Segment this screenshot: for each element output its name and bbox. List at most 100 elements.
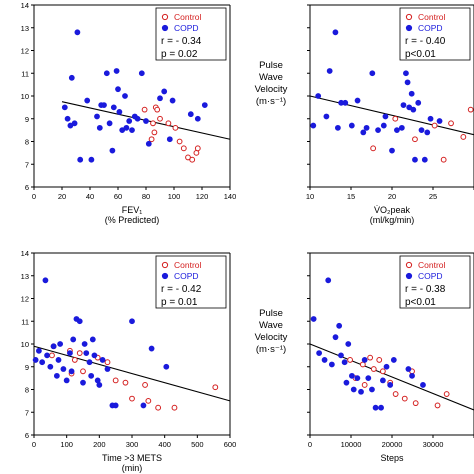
x-tick-label: 20000 bbox=[382, 440, 403, 449]
copd-point bbox=[36, 347, 42, 354]
y-tick-label: 6 bbox=[25, 431, 29, 440]
copd-point bbox=[115, 86, 121, 93]
copd-point bbox=[436, 118, 443, 124]
copd-point bbox=[380, 122, 387, 129]
copd-point bbox=[341, 359, 348, 366]
copd-point bbox=[421, 156, 428, 163]
copd-point bbox=[332, 334, 339, 341]
control-point bbox=[361, 382, 368, 388]
copd-point bbox=[382, 113, 389, 120]
copd-point bbox=[420, 382, 426, 388]
copd-point bbox=[55, 357, 62, 363]
control-point bbox=[412, 136, 418, 143]
y-tick-label: 8 bbox=[25, 386, 29, 395]
x-tick-label: 0 bbox=[32, 440, 36, 449]
trend-line bbox=[309, 95, 474, 136]
y-tick-label: 11 bbox=[21, 69, 29, 78]
control-point bbox=[434, 402, 441, 409]
copd-point bbox=[129, 127, 135, 134]
pwv-axis-label: Pulse Wave Velocity (m·s⁻¹) bbox=[255, 308, 288, 355]
copd-point bbox=[68, 74, 75, 81]
copd-point bbox=[64, 115, 71, 122]
y-tick-label: 7 bbox=[25, 408, 29, 417]
legend-control-marker bbox=[405, 261, 413, 269]
copd-point bbox=[427, 115, 434, 122]
x-tick-label: 30000 bbox=[423, 440, 444, 449]
copd-point bbox=[86, 359, 93, 366]
copd-point bbox=[361, 357, 368, 363]
y-tick-label: 6 bbox=[25, 183, 29, 192]
copd-point bbox=[343, 379, 350, 386]
copd-point bbox=[342, 99, 349, 106]
y-tick-label: 10 bbox=[21, 340, 29, 349]
control-point bbox=[165, 120, 172, 127]
correlation-r: r = - 0.40 bbox=[405, 36, 446, 47]
copd-point bbox=[336, 322, 343, 329]
copd-point bbox=[77, 156, 84, 163]
copd-point bbox=[404, 79, 411, 86]
control-point bbox=[370, 366, 377, 372]
legend-control-marker bbox=[161, 261, 169, 269]
copd-point bbox=[70, 336, 77, 343]
legend-copd-label: COPD bbox=[174, 23, 199, 33]
copd-point bbox=[389, 147, 395, 154]
copd-point bbox=[358, 388, 364, 395]
legend-copd-marker bbox=[161, 24, 169, 32]
control-point bbox=[347, 357, 353, 363]
y-tick-label: 14 bbox=[21, 249, 29, 258]
copd-point bbox=[166, 136, 173, 143]
copd-point bbox=[365, 375, 372, 382]
x-tick-label: 25 bbox=[429, 192, 437, 201]
y-tick-label: 9 bbox=[25, 115, 29, 124]
copd-point bbox=[350, 386, 357, 393]
x-tick-label: 15 bbox=[347, 192, 355, 201]
copd-point bbox=[68, 368, 75, 375]
copd-point bbox=[32, 357, 39, 363]
control-point bbox=[142, 382, 148, 388]
copd-point bbox=[148, 345, 155, 352]
copd-point bbox=[74, 29, 81, 36]
copd-point bbox=[310, 316, 317, 322]
copd-point bbox=[110, 104, 117, 111]
control-point bbox=[180, 145, 187, 152]
copd-point bbox=[101, 102, 107, 108]
copd-point bbox=[387, 382, 394, 388]
x-tick-label: 10000 bbox=[341, 440, 362, 449]
copd-point bbox=[63, 377, 70, 384]
control-point bbox=[212, 384, 219, 391]
copd-point bbox=[354, 375, 361, 382]
correlation-p: p = 0.02 bbox=[161, 49, 198, 60]
copd-point bbox=[84, 97, 91, 104]
trend-line bbox=[309, 343, 474, 411]
legend-control-label: Control bbox=[174, 12, 202, 22]
legend-control-marker bbox=[161, 13, 169, 21]
y-tick-label: 10 bbox=[21, 92, 29, 101]
copd-point bbox=[161, 88, 168, 95]
x-axis-label-line: (ml/kg/min) bbox=[370, 215, 415, 225]
copd-point bbox=[76, 318, 83, 325]
copd-point bbox=[369, 70, 376, 77]
copd-point bbox=[390, 357, 397, 363]
control-point bbox=[80, 368, 86, 375]
copd-point bbox=[57, 341, 64, 347]
control-point bbox=[443, 391, 450, 397]
x-axis-label-line: FEV₁ bbox=[122, 205, 143, 215]
x-axis-label: Time >3 METS (min) bbox=[102, 453, 162, 473]
control-point bbox=[194, 145, 201, 152]
copd-point bbox=[67, 350, 73, 357]
copd-point bbox=[129, 318, 135, 325]
pwv-axis-label-line: (m·s⁻¹) bbox=[256, 96, 286, 107]
control-point bbox=[171, 404, 178, 411]
copd-point bbox=[112, 402, 119, 409]
control-point bbox=[141, 106, 148, 113]
copd-point bbox=[96, 382, 103, 388]
copd-point bbox=[119, 127, 126, 134]
copd-point bbox=[138, 70, 145, 77]
x-axis-label-line: Time >3 METS bbox=[102, 453, 162, 463]
control-point bbox=[155, 404, 162, 411]
legend-copd-label: COPD bbox=[418, 271, 443, 281]
copd-point bbox=[103, 70, 110, 77]
copd-point bbox=[109, 147, 116, 154]
copd-point bbox=[372, 404, 379, 411]
